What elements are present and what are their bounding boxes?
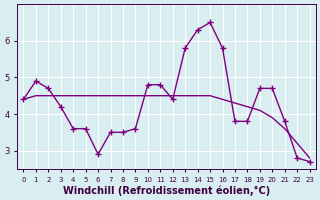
- X-axis label: Windchill (Refroidissement éolien,°C): Windchill (Refroidissement éolien,°C): [63, 185, 270, 196]
